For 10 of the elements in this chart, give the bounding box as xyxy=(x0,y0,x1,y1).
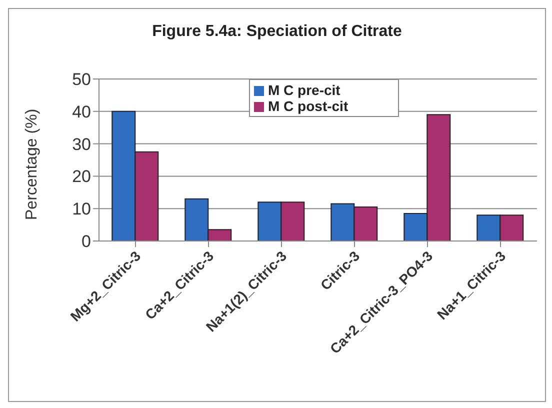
legend-label: M C post-cit xyxy=(268,98,348,114)
y-tick-label: 20 xyxy=(72,167,91,186)
y-tick-label: 30 xyxy=(72,134,91,154)
y-tick-label: 40 xyxy=(72,102,91,122)
y-tick-label: 0 xyxy=(82,232,91,252)
chart-title: Figure 5.4a: Speciation of Citrate xyxy=(151,23,403,41)
y-tick-label: 10 xyxy=(72,200,91,219)
legend-label: M C pre-cit xyxy=(268,82,340,98)
y-tick-label: 50 xyxy=(72,70,91,90)
y-axis-title: Percentage (%) xyxy=(24,108,41,220)
